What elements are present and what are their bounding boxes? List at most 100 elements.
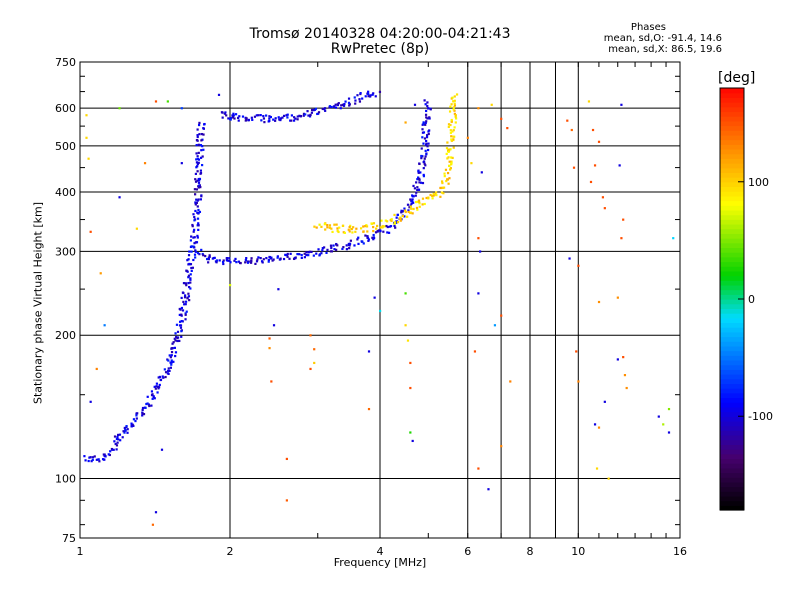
o-mode-trace-dot <box>231 114 234 117</box>
o-mode-trace-dot <box>115 448 118 451</box>
o-mode-trace-dot <box>347 101 351 104</box>
o-mode-trace-dot <box>196 162 199 166</box>
x-mode-trace-dot <box>448 177 451 180</box>
noise-point <box>570 128 573 132</box>
colorbar-band <box>720 261 744 267</box>
o-mode-trace-dot <box>185 310 188 313</box>
x-mode-trace-dot <box>342 224 345 227</box>
colorbar-band <box>720 186 744 192</box>
o-mode-trace-dot <box>187 274 191 277</box>
x-mode-trace-dot <box>414 200 418 204</box>
noise-point <box>607 477 610 480</box>
o-mode-trace-dot <box>175 335 178 339</box>
o-mode-trace-dot <box>376 230 379 233</box>
o-mode-trace-dot <box>223 112 226 115</box>
o-mode-trace-dot <box>178 339 181 343</box>
o-mode-trace-dot <box>367 239 370 242</box>
x-mode-trace-dot <box>448 168 452 171</box>
o-mode-trace-dot <box>362 242 365 245</box>
x-mode-trace-dot <box>449 167 452 170</box>
o-mode-trace-dot <box>141 414 144 417</box>
y-tick-label: 75 <box>62 532 76 545</box>
o-mode-trace-dot <box>410 202 413 205</box>
o-mode-trace-dot <box>235 261 238 264</box>
o-mode-trace-dot <box>300 253 303 257</box>
colorbar-band <box>720 177 744 183</box>
o-mode-trace-dot <box>290 119 293 122</box>
o-mode-trace-dot <box>135 417 138 420</box>
o-mode-trace-dot <box>417 176 420 179</box>
o-mode-trace-dot <box>281 116 284 119</box>
o-mode-trace-dot <box>427 130 430 133</box>
noise-point <box>309 334 312 337</box>
colorbar-band <box>720 355 744 361</box>
o-mode-trace-dot <box>191 266 194 269</box>
o-mode-trace-dot <box>377 229 380 232</box>
noise-point <box>404 324 407 327</box>
x-mode-trace-dot <box>365 225 369 228</box>
o-mode-trace-dot <box>134 419 137 423</box>
o-mode-trace-dot <box>150 390 154 393</box>
colorbar-band <box>720 116 744 122</box>
x-mode-trace-dot <box>396 221 400 224</box>
colorbar-band <box>720 495 744 502</box>
o-mode-trace-dot <box>151 397 154 400</box>
noise-point <box>490 103 493 106</box>
o-mode-trace-dot <box>190 235 193 238</box>
x-mode-trace-dot <box>401 214 405 218</box>
colorbar-band <box>720 341 744 347</box>
o-mode-trace-dot <box>286 252 289 256</box>
x-mode-trace-dot <box>449 105 452 108</box>
o-mode-trace-dot <box>196 139 199 142</box>
o-mode-trace-dot <box>167 367 170 370</box>
colorbar-band <box>720 134 744 141</box>
noise-point <box>597 426 601 429</box>
noise-point <box>118 196 121 199</box>
o-mode-trace-dot <box>168 369 171 373</box>
o-mode-trace-dot <box>421 136 424 139</box>
o-mode-trace-dot <box>276 255 279 258</box>
o-mode-trace-dot <box>307 254 310 257</box>
o-mode-trace-dot <box>387 231 391 234</box>
o-mode-trace-dot <box>170 359 173 362</box>
o-mode-trace-dot <box>123 431 126 434</box>
noise-point <box>618 164 621 167</box>
x-mode-trace-dot <box>447 125 450 129</box>
o-mode-trace-dot <box>364 95 367 98</box>
o-mode-trace-dot <box>310 250 313 254</box>
o-mode-trace-dot <box>401 210 404 213</box>
o-mode-trace-dot <box>247 118 250 122</box>
o-mode-trace-dot <box>341 103 344 106</box>
y-tick-label: 300 <box>55 245 76 258</box>
o-mode-trace-dot <box>193 236 196 239</box>
o-mode-trace-dot <box>418 162 421 166</box>
o-mode-trace-dot <box>87 459 90 463</box>
o-mode-trace-dot <box>198 210 202 214</box>
o-mode-trace-dot <box>361 97 364 100</box>
o-mode-trace-dot <box>83 455 86 458</box>
o-mode-trace-dot <box>416 186 419 189</box>
noise-point <box>500 445 503 448</box>
x-mode-trace-dot <box>376 224 379 228</box>
o-mode-trace-dot <box>238 115 241 118</box>
o-mode-trace-dot <box>423 157 426 160</box>
o-mode-trace-dot <box>408 206 411 209</box>
x-mode-trace-dot <box>318 223 321 226</box>
stats-x-mode: mean, sd,X: 86.5, 19.6 <box>608 44 722 55</box>
o-mode-trace-dot <box>197 198 200 201</box>
o-mode-trace-dot <box>254 262 257 265</box>
y-tick-label: 500 <box>55 140 76 153</box>
x-tick-label: 10 <box>571 545 585 558</box>
o-mode-trace-dot <box>188 299 191 302</box>
o-mode-trace-dot <box>307 114 310 117</box>
x-mode-trace-dot <box>440 180 444 183</box>
chart-title: Tromsø 20140328 04:20:00-04:21:43 <box>249 26 511 42</box>
o-mode-trace-dot <box>374 95 377 98</box>
colorbar-band <box>720 148 744 155</box>
o-mode-trace-dot <box>279 117 283 120</box>
o-mode-trace-dot <box>296 115 299 118</box>
colorbar-band <box>720 289 744 295</box>
x-mode-trace-dot <box>375 227 378 230</box>
o-mode-trace-dot <box>259 257 262 260</box>
x-mode-trace-dot <box>454 115 457 118</box>
